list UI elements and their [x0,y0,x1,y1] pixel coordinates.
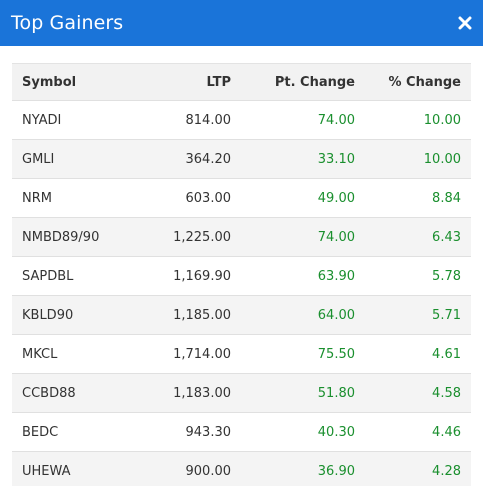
modal-header: Top Gainers [0,0,483,46]
symbol-cell: NRM [22,190,52,206]
column-header-symbol[interactable]: Symbol [22,74,77,90]
ltp-cell: 814.00 [185,112,232,128]
symbol-cell: NYADI [22,112,62,128]
column-header-pt-change[interactable]: Pt. Change [274,74,355,90]
pct-change-cell: 10.00 [423,151,461,167]
pct-change-cell: 10.00 [423,112,461,128]
column-header-ltp[interactable]: LTP [206,74,231,90]
pct-change-cell: 8.84 [432,190,461,206]
pt-change-cell: 36.90 [317,463,355,479]
table-header-row: Symbol LTP Pt. Change % Change [12,63,471,101]
ltp-cell: 1,185.00 [173,307,231,323]
pt-change-cell: 74.00 [317,229,355,245]
column-header-pct-change[interactable]: % Change [388,74,462,90]
close-icon[interactable] [455,13,475,33]
pct-change-cell: 5.78 [432,268,461,284]
symbol-cell: SAPDBL [22,268,74,284]
pt-change-cell: 49.00 [317,190,355,206]
symbol-cell: GMLI [22,151,55,167]
table-row[interactable]: MKCL 1,714.00 75.50 4.61 [12,334,471,374]
pt-change-cell: 74.00 [317,112,355,128]
table-row[interactable]: NMBD89/90 1,225.00 74.00 6.43 [12,217,471,257]
pct-change-cell: 6.43 [432,229,461,245]
close-icon-glyph [458,16,472,30]
ltp-cell: 1,225.00 [173,229,231,245]
table-row[interactable]: SAPDBL 1,169.90 63.90 5.78 [12,256,471,296]
pct-change-cell: 4.61 [432,346,461,362]
table-row[interactable]: NRM 603.00 49.00 8.84 [12,178,471,218]
pt-change-cell: 63.90 [317,268,355,284]
pct-change-cell: 4.28 [432,463,461,479]
modal-body: Symbol LTP Pt. Change % Change NYADI 814.… [0,46,483,486]
pt-change-cell: 75.50 [317,346,355,362]
pt-change-cell: 64.00 [317,307,355,323]
ltp-cell: 364.20 [185,151,232,167]
pct-change-cell: 5.71 [432,307,461,323]
table-row[interactable]: UHEWA 900.00 36.90 4.28 [12,451,471,486]
ltp-cell: 1,183.00 [173,385,231,401]
ltp-cell: 603.00 [185,190,232,206]
top-gainers-table: Symbol LTP Pt. Change % Change NYADI 814.… [12,63,471,486]
pt-change-cell: 40.30 [317,424,355,440]
symbol-cell: NMBD89/90 [22,229,100,245]
ltp-cell: 900.00 [185,463,232,479]
symbol-cell: CCBD88 [22,385,76,401]
pt-change-cell: 51.80 [317,385,355,401]
table-row[interactable]: KBLD90 1,185.00 64.00 5.71 [12,295,471,335]
ltp-cell: 1,714.00 [173,346,231,362]
symbol-cell: BEDC [22,424,59,440]
table-row[interactable]: CCBD88 1,183.00 51.80 4.58 [12,373,471,413]
table-row[interactable]: NYADI 814.00 74.00 10.00 [12,100,471,140]
symbol-cell: KBLD90 [22,307,74,323]
table-row[interactable]: GMLI 364.20 33.10 10.00 [12,139,471,179]
table-row[interactable]: BEDC 943.30 40.30 4.46 [12,412,471,452]
pt-change-cell: 33.10 [317,151,355,167]
symbol-cell: MKCL [22,346,58,362]
symbol-cell: UHEWA [22,463,71,479]
pct-change-cell: 4.46 [432,424,461,440]
pct-change-cell: 4.58 [432,385,461,401]
ltp-cell: 943.30 [185,424,232,440]
ltp-cell: 1,169.90 [173,268,231,284]
modal-title: Top Gainers [11,12,124,34]
